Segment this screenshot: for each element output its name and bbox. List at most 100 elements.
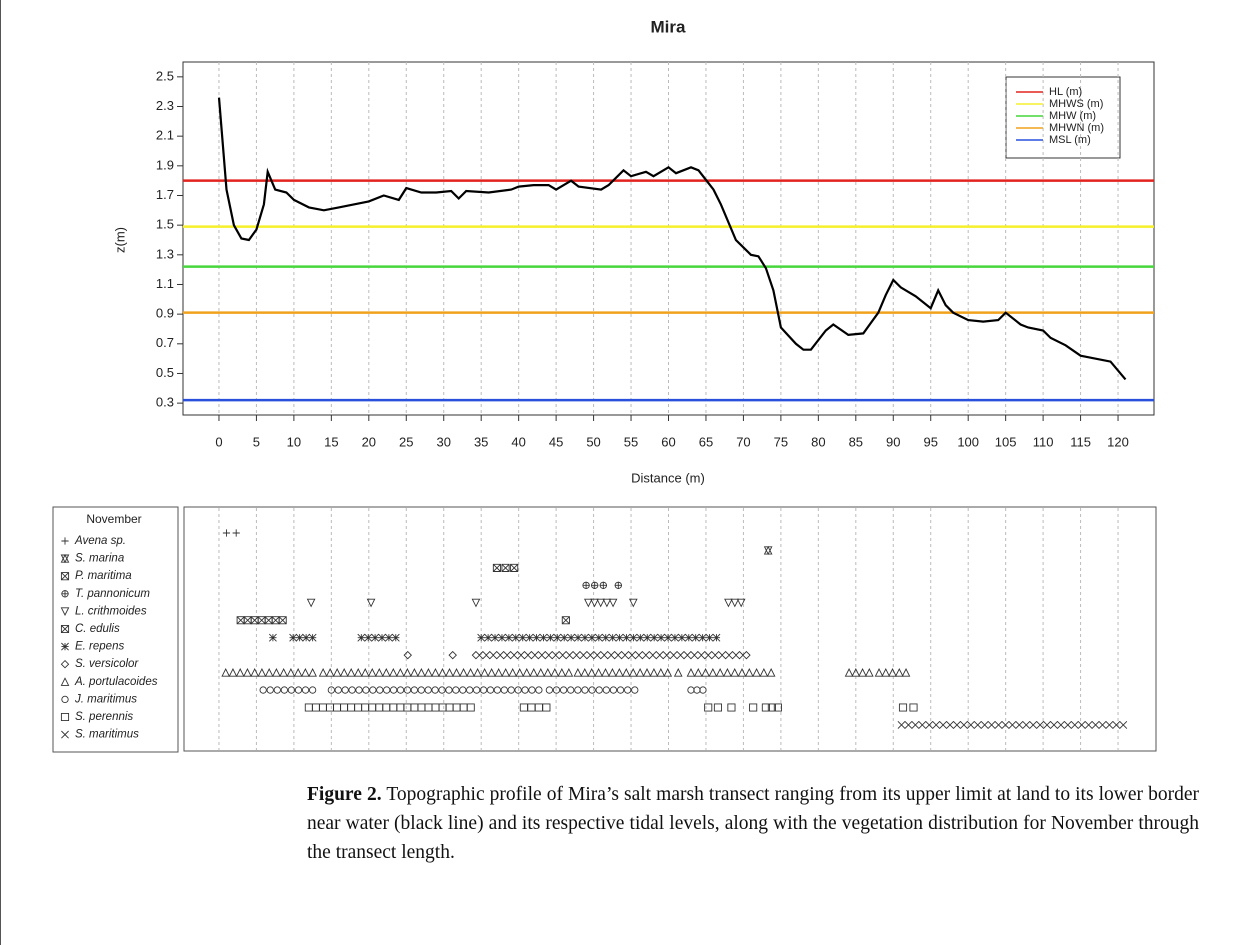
presence-segment xyxy=(584,598,618,608)
symbol-part xyxy=(881,667,891,677)
x-tick-label: 100 xyxy=(957,434,979,449)
symbol-part xyxy=(721,650,730,660)
symbol-part xyxy=(684,633,693,642)
species-name: C. edulis xyxy=(75,623,120,635)
symbol-part xyxy=(499,650,508,660)
symbol-part xyxy=(332,667,342,677)
x-tick-label: 5 xyxy=(253,434,260,449)
symbol-part xyxy=(693,667,703,677)
symbol-part xyxy=(452,686,460,694)
symbol-part xyxy=(617,650,626,660)
symbol-part xyxy=(500,686,508,694)
symbol-part xyxy=(438,703,447,712)
symbol-part xyxy=(471,598,481,608)
caption-text: Topographic profile of Mira’s salt marsh… xyxy=(307,784,1200,863)
symbol-part xyxy=(615,633,624,642)
presence-segment xyxy=(304,703,475,712)
symbol-part xyxy=(588,686,596,694)
y-tick-label: 1.1 xyxy=(156,276,174,291)
symbol-part xyxy=(378,633,386,642)
presence-segment xyxy=(561,616,570,625)
symbol-part xyxy=(1029,721,1038,729)
symbol-part xyxy=(574,686,582,694)
presence-segment xyxy=(448,650,457,660)
symbol-part xyxy=(388,667,398,677)
symbol-part xyxy=(575,650,585,660)
symbol-part xyxy=(403,703,412,712)
symbol-part xyxy=(602,598,612,608)
symbol-part xyxy=(727,703,736,712)
symbol-part xyxy=(550,667,560,677)
x-tick-label: 35 xyxy=(474,434,488,449)
symbol-part xyxy=(271,616,280,625)
symbol-part xyxy=(391,633,400,642)
symbol-part xyxy=(325,667,335,677)
symbol-part xyxy=(510,563,519,572)
presence-segment xyxy=(492,563,519,572)
y-tick-label: 1.5 xyxy=(156,217,174,232)
symbol-part xyxy=(649,667,659,677)
symbol-part xyxy=(650,633,659,642)
symbol-part xyxy=(243,667,252,677)
symbol-part xyxy=(367,667,377,677)
symbol-part xyxy=(431,667,440,677)
symbol-part xyxy=(347,703,356,712)
y-tick-label: 1.3 xyxy=(156,246,174,261)
x-tick-label: 85 xyxy=(849,434,863,449)
symbol-part xyxy=(707,650,716,660)
symbol-part xyxy=(628,667,638,677)
symbol-part xyxy=(339,667,349,677)
symbol-part xyxy=(749,703,758,712)
symbol-part xyxy=(582,581,590,589)
x-tick-label: 90 xyxy=(886,434,900,449)
symbol-part xyxy=(280,686,289,694)
symbol-part xyxy=(459,686,467,694)
symbol-part xyxy=(534,703,543,712)
symbol-part xyxy=(547,650,557,660)
symbol-part xyxy=(308,686,317,694)
symbol-part xyxy=(511,633,520,642)
symbol-part xyxy=(257,667,267,677)
symbol-part xyxy=(354,703,363,712)
symbol-part xyxy=(624,650,633,660)
symbol-part xyxy=(966,721,975,729)
symbol-part xyxy=(357,633,366,642)
symbol-part xyxy=(596,650,606,660)
symbol-part xyxy=(403,667,412,677)
symbol-part xyxy=(560,633,569,642)
x-tick-label: 40 xyxy=(511,434,525,449)
symbol-part xyxy=(730,667,740,677)
symbol-part xyxy=(959,721,968,729)
symbol-part xyxy=(355,686,363,694)
symbol-part xyxy=(302,633,311,642)
symbol-part xyxy=(369,686,377,694)
symbol-part xyxy=(545,686,554,694)
presence-segment xyxy=(318,667,574,677)
presence-segment xyxy=(749,703,758,712)
symbol-part xyxy=(918,721,927,729)
symbol-part xyxy=(603,650,612,660)
symbol-part xyxy=(624,686,632,694)
symbol-part xyxy=(715,667,725,677)
symbol-part xyxy=(673,667,683,677)
symbol-part xyxy=(452,667,461,677)
y-tick-label: 0.5 xyxy=(156,365,174,380)
symbol-part xyxy=(445,686,453,694)
symbol-part xyxy=(1022,721,1031,729)
symbol-part xyxy=(609,686,618,694)
symbol-part xyxy=(534,650,543,660)
symbol-part xyxy=(311,703,320,712)
symbol-part xyxy=(898,703,908,712)
symbol-part xyxy=(376,686,384,694)
symbol-part xyxy=(973,721,982,729)
symbol-part xyxy=(693,650,703,660)
symbol-part xyxy=(742,650,751,660)
symbol-part xyxy=(610,650,619,660)
symbol-part xyxy=(587,667,597,677)
x-tick-label: 30 xyxy=(436,434,450,449)
legend-symbol xyxy=(61,537,69,545)
symbol-part xyxy=(657,633,666,642)
symbol-part xyxy=(1077,721,1086,729)
symbol-part xyxy=(362,686,370,694)
presence-segment xyxy=(222,529,240,537)
